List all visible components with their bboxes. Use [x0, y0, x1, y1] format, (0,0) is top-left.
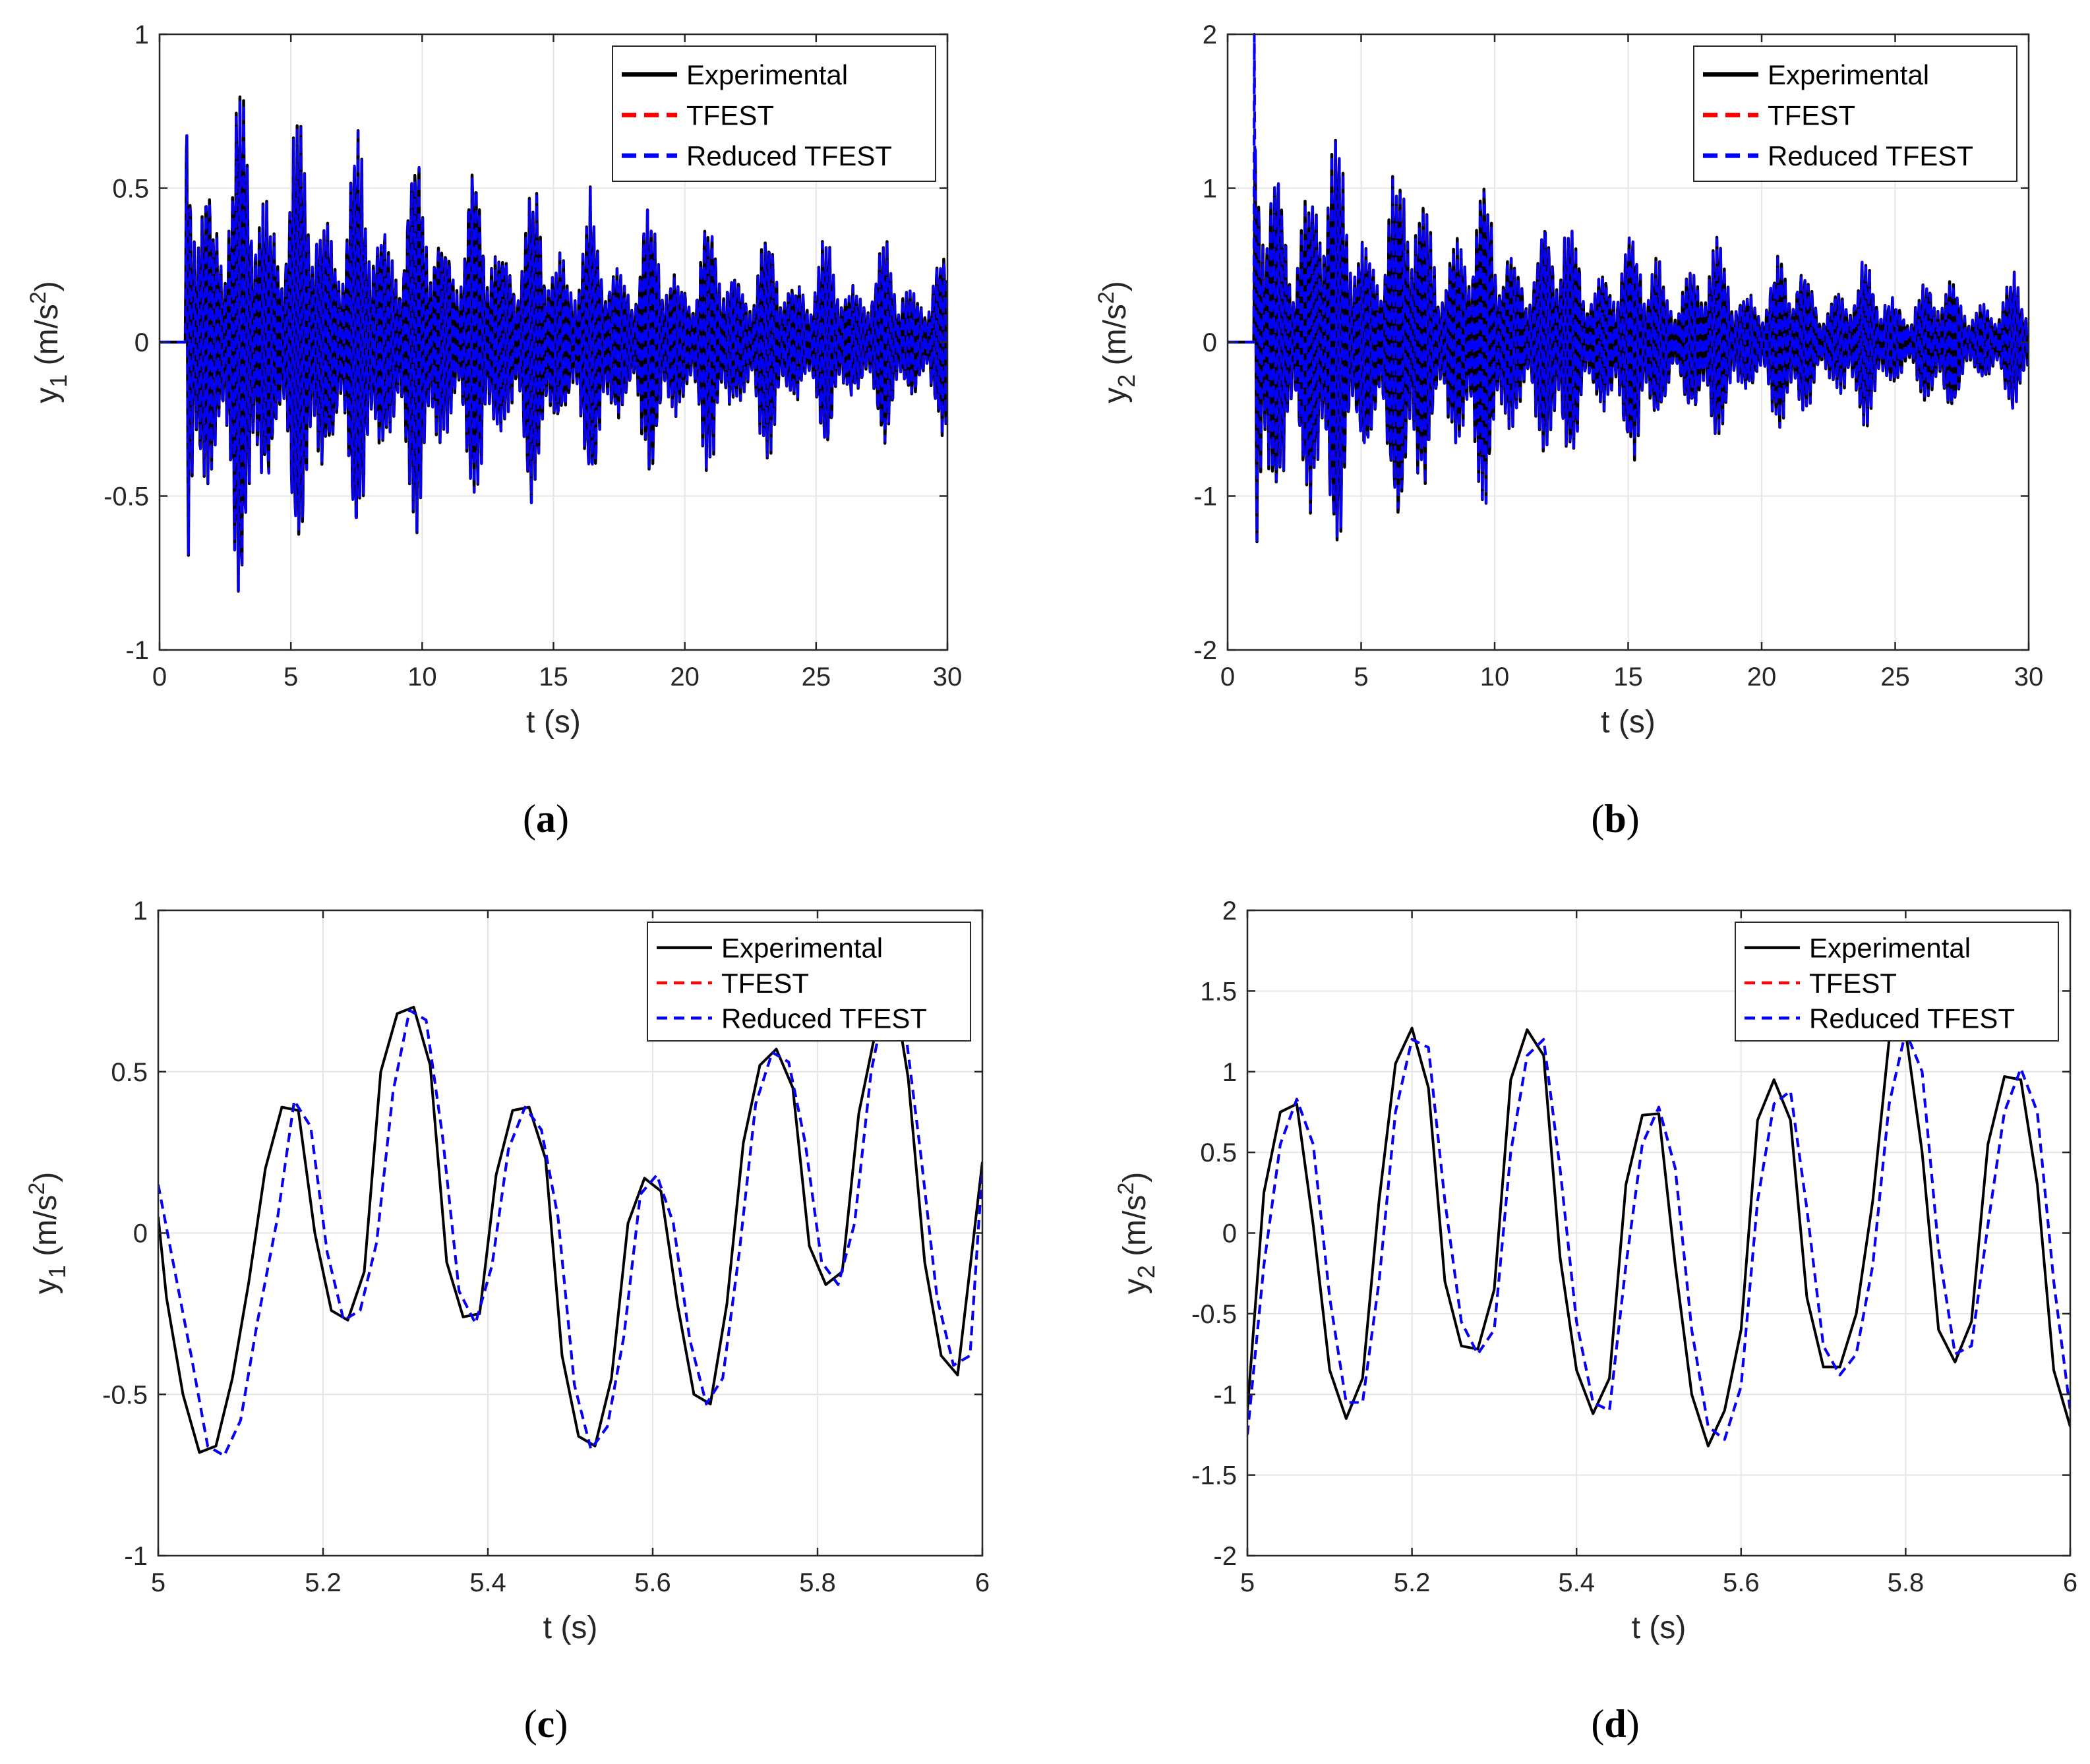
panel-a: 0 5 10 15 20 25 30 -1 -0.5 0 0.5 1 t (s) y1 (m/s2) Exp… — [26, 20, 962, 740]
panel-c: 5 5.2 5.4 5.6 5.8 6 -1 -0.5 0 0.5 1 t (s) y1 (m/s2) E… — [24, 897, 990, 1645]
x-tick-label: 20 — [670, 662, 700, 691]
y-tick-label: 1.5 — [1200, 977, 1237, 1006]
x-tick-label: 5.4 — [1558, 1568, 1595, 1597]
x-tick-label: 5.8 — [799, 1568, 836, 1597]
legend-label-reduced-tfest: Reduced TFEST — [1768, 140, 1973, 171]
y-tick-label: 1 — [1203, 175, 1217, 204]
legend-label-tfest: TFEST — [721, 968, 809, 999]
panel-label-b: (b) — [1591, 797, 1639, 840]
legend-label-tfest: TFEST — [686, 100, 774, 131]
legend-b: Experimental TFEST Reduced TFEST — [1693, 45, 2017, 182]
x-tick-label: 5 — [151, 1568, 165, 1597]
y-axis-label: y1 (m/s2) — [24, 1172, 71, 1295]
series-group-a — [160, 95, 947, 593]
x-axis-label: t (s) — [526, 705, 581, 740]
y-tick-label: -1.5 — [1191, 1461, 1237, 1490]
y-axis-label: y2 (m/s2) — [1094, 281, 1140, 403]
legend-label-experimental: Experimental — [721, 933, 883, 964]
y-tick-label: -2 — [1193, 636, 1217, 665]
series-group-c — [158, 973, 982, 1457]
y-tick-label: 0.5 — [112, 175, 149, 204]
series-line-reduced-tfest — [1228, 33, 2029, 543]
x-tick-label: 5.6 — [1723, 1568, 1760, 1597]
y-tick-label: 0.5 — [1200, 1138, 1237, 1167]
y-tick-label: -0.5 — [104, 483, 149, 512]
x-tick-label: 10 — [1480, 662, 1510, 691]
x-tick-label: 25 — [802, 662, 831, 691]
y-tick-label: 0 — [1222, 1220, 1237, 1249]
x-axis-label: t (s) — [543, 1610, 598, 1645]
x-tick-label: 5.2 — [305, 1568, 342, 1597]
x-axis-label: t (s) — [1632, 1610, 1687, 1645]
y-tick-label: -0.5 — [102, 1380, 148, 1409]
x-tick-label: 30 — [2014, 662, 2044, 691]
x-tick-label: 5.6 — [634, 1568, 671, 1597]
y-tick-label: 1 — [133, 897, 148, 926]
series-group-d — [1247, 1026, 2070, 1448]
panel-label-c: (c) — [524, 1702, 568, 1746]
legend-label-experimental: Experimental — [686, 59, 848, 90]
legend-label-reduced-tfest: Reduced TFEST — [686, 140, 892, 171]
legend-box — [1693, 45, 2017, 182]
y-tick-label: 0 — [1203, 328, 1217, 357]
panel-label-d: (d) — [1591, 1702, 1639, 1746]
y-tick-label: -2 — [1213, 1542, 1237, 1571]
series-line-reduced-tfest — [160, 100, 947, 592]
y-tick-label: -1 — [125, 636, 149, 665]
x-tick-label: 15 — [1613, 662, 1643, 691]
legend-label-experimental: Experimental — [1809, 933, 1971, 964]
y-tick-label: -1 — [124, 1542, 148, 1571]
legend-a: Experimental TFEST Reduced TFEST — [612, 45, 936, 182]
series-line-experimental — [158, 973, 982, 1454]
y-tick-label: 0.5 — [111, 1058, 148, 1087]
y-tick-label: -1 — [1213, 1380, 1237, 1409]
x-tick-label: 15 — [539, 662, 568, 691]
x-tick-label: 0 — [1220, 662, 1235, 691]
x-tick-label: 6 — [975, 1568, 990, 1597]
y-tick-label: 1 — [1222, 1058, 1237, 1087]
x-tick-label: 5.4 — [469, 1568, 506, 1597]
x-tick-label: 6 — [2063, 1568, 2077, 1597]
series-line-experimental — [1247, 1026, 2070, 1448]
x-tick-label: 25 — [1880, 662, 1910, 691]
x-tick-label: 10 — [407, 662, 437, 691]
legend-label-tfest: TFEST — [1809, 968, 1897, 999]
x-tick-label: 20 — [1747, 662, 1777, 691]
y-tick-label: 1 — [134, 20, 149, 49]
panel-label-a: (a) — [523, 797, 569, 840]
x-tick-label: 0 — [152, 662, 167, 691]
y-tick-label: 0 — [133, 1220, 148, 1249]
legend-box — [612, 45, 936, 182]
legend-d: Experimental TFEST Reduced TFEST — [1735, 922, 2059, 1042]
y-tick-label: 0 — [134, 328, 149, 357]
panel-b: 0 5 10 15 20 25 30 -2 -1 0 1 2 t (s) y2 (m/s2) Experim… — [1094, 20, 2043, 740]
x-tick-label: 5 — [1354, 662, 1368, 691]
series-line-reduced-tfest — [1247, 1030, 2070, 1441]
legend-label-reduced-tfest: Reduced TFEST — [721, 1003, 927, 1034]
x-axis-label: t (s) — [1601, 705, 1656, 740]
y-tick-label: -0.5 — [1191, 1300, 1237, 1329]
legend-label-experimental: Experimental — [1768, 59, 1929, 90]
panel-d: 5 5.2 5.4 5.6 5.8 6 -2 -1.5 -1 -0.5 0 0.5 1 1.5 2 t (s)… — [1114, 897, 2077, 1645]
series-line-reduced-tfest — [158, 989, 982, 1457]
legend-label-tfest: TFEST — [1768, 100, 1855, 131]
legend-c: Experimental TFEST Reduced TFEST — [647, 922, 971, 1042]
x-tick-label: 5.8 — [1888, 1568, 1925, 1597]
y-tick-label: 2 — [1203, 20, 1217, 49]
x-tick-label: 5.2 — [1394, 1568, 1431, 1597]
y-tick-label: 2 — [1222, 897, 1237, 926]
x-tick-label: 30 — [933, 662, 963, 691]
series-line-experimental — [160, 95, 947, 593]
y-tick-label: -1 — [1193, 483, 1217, 512]
y-axis-label: y2 (m/s2) — [1114, 1172, 1160, 1295]
x-tick-label: 5 — [1240, 1568, 1255, 1597]
y-axis-label: y1 (m/s2) — [26, 281, 72, 403]
legend-label-reduced-tfest: Reduced TFEST — [1809, 1003, 2015, 1034]
x-tick-label: 5 — [284, 662, 298, 691]
series-group-b — [1228, 33, 2029, 544]
